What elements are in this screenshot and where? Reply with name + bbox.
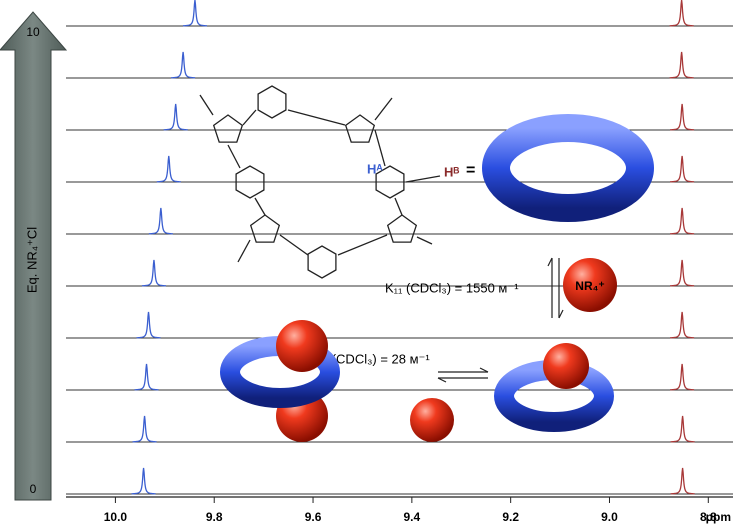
ring	[307, 245, 337, 279]
peak-ha	[134, 363, 159, 391]
equilibrium-arrow-1	[547, 257, 564, 319]
bond	[242, 109, 257, 126]
peak-ha	[136, 311, 161, 339]
equals: =	[466, 162, 475, 179]
peak-hb	[670, 259, 695, 287]
bond	[279, 234, 309, 256]
peak-hb	[670, 103, 695, 131]
x-tick-label: 9.0	[601, 510, 618, 524]
peak-hb	[670, 207, 695, 235]
ring	[235, 165, 265, 199]
ring	[249, 214, 281, 243]
ring	[257, 85, 287, 119]
peak-hb	[670, 415, 695, 443]
guest-label: NR₄⁺	[575, 279, 604, 293]
bond	[416, 236, 433, 245]
peak-hb	[670, 363, 695, 391]
ring	[344, 114, 376, 143]
free-guest	[410, 398, 454, 442]
bond	[287, 109, 346, 126]
peak-ha	[182, 0, 207, 27]
x-tick-label: 9.8	[206, 510, 223, 524]
axis-arrow	[0, 11, 68, 501]
complex-12	[220, 320, 340, 442]
bond	[337, 234, 388, 256]
ring	[386, 214, 418, 243]
torus-host	[482, 114, 654, 222]
equilibrium-arrow-2	[437, 367, 489, 383]
peak-ha	[141, 259, 166, 287]
bond	[374, 129, 386, 167]
y-tick-label: 10	[26, 25, 40, 39]
peak-ha	[156, 155, 181, 183]
x-axis-title: ppm	[706, 510, 731, 524]
peak-hb	[670, 155, 695, 183]
x-tick-label: 10.0	[104, 510, 128, 524]
x-tick-label: 9.2	[502, 510, 519, 524]
ring	[375, 165, 405, 199]
macrocycle	[199, 85, 441, 279]
k11-label: K₁₁ (CDCl₃) = 1550 ᴍ⁻¹	[385, 280, 519, 295]
bond	[254, 197, 266, 216]
peak-hb	[670, 311, 695, 339]
ring	[212, 114, 244, 143]
peak-ha	[131, 467, 156, 495]
x-tick-label: 8.8	[700, 510, 717, 524]
peak-ha	[171, 51, 196, 79]
peak-ha	[132, 415, 157, 443]
bond	[199, 94, 214, 116]
bond	[374, 97, 393, 121]
x-tick-label: 9.6	[305, 510, 322, 524]
peak-ha	[148, 207, 173, 235]
peak-hb	[670, 467, 695, 495]
label-ha: Hᴬ	[367, 161, 383, 176]
y-axis-title: Eq. NR₄⁺Cl	[24, 227, 39, 293]
bond	[237, 239, 251, 263]
peak-hb	[669, 0, 694, 27]
complex-11	[494, 343, 614, 432]
label-hb: Hᴮ	[444, 164, 459, 179]
bond	[227, 144, 241, 169]
peak-ha	[163, 103, 188, 131]
k12-label: K₁₂ (CDCl₃) = 28 ᴍ⁻¹	[310, 351, 430, 366]
guest-sphere	[563, 258, 617, 312]
y-tick-label: 0	[30, 482, 37, 496]
bond	[394, 197, 403, 216]
peak-hb	[669, 51, 694, 79]
spectra	[66, 0, 733, 495]
schematic: Eq. NR₄⁺Cl Hᴬ Hᴮ = K₁₁ (CDCl₃) = 1550 ᴍ⁻…	[0, 11, 654, 501]
bond	[405, 175, 441, 183]
x-tick-label: 9.4	[404, 510, 421, 524]
